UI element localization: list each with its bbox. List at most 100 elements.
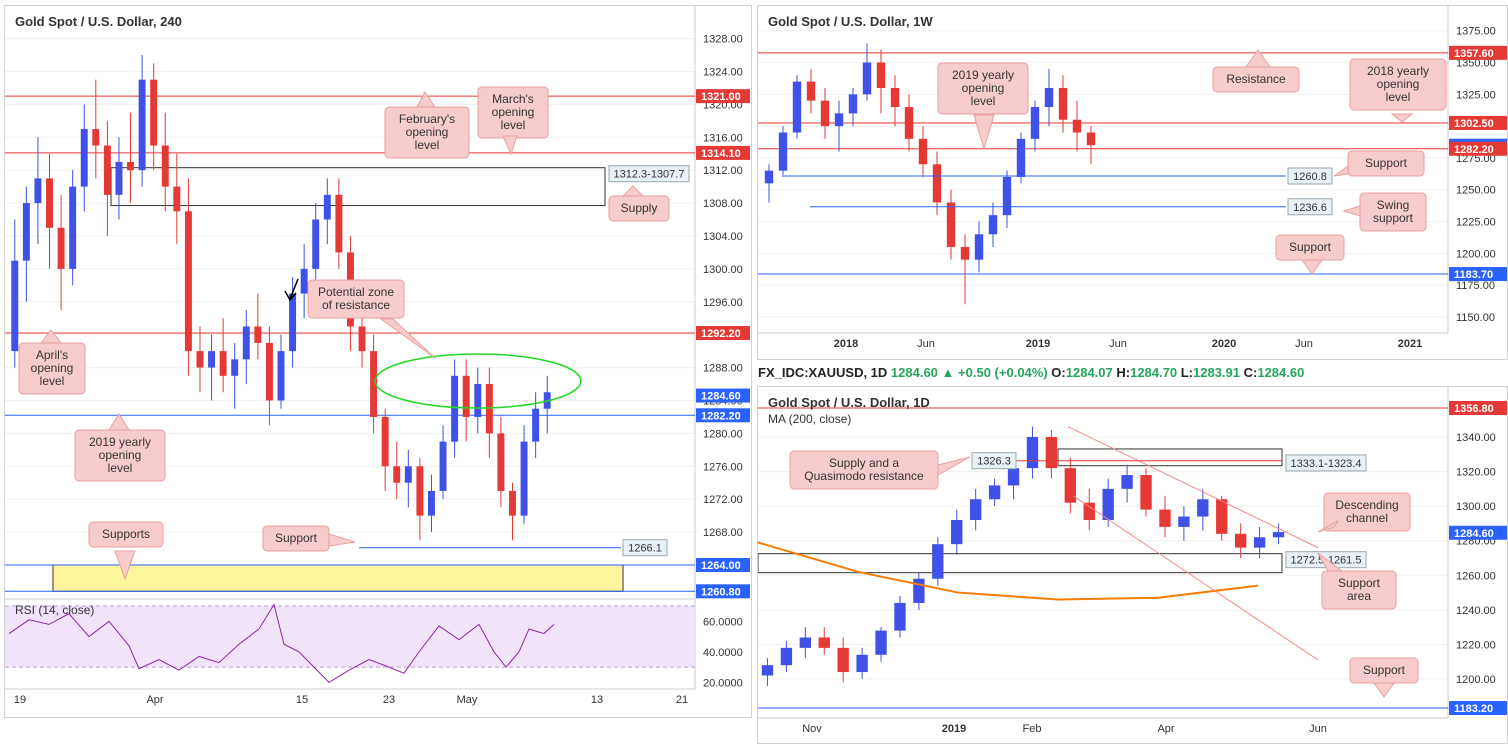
candle-body <box>932 164 942 203</box>
chart-subtitle: MA (200, close) <box>768 412 851 426</box>
candle-body <box>988 215 998 235</box>
price-tag-label: 1264.00 <box>701 560 741 572</box>
callout-support-low-pointer <box>1301 259 1323 275</box>
y-tick-label: 1340.00 <box>1456 432 1496 444</box>
callout-2018-text: level <box>1386 90 1411 104</box>
candle-body <box>890 87 900 108</box>
candle-body <box>451 375 459 442</box>
callout-resistance-text: Potential zone <box>318 285 394 299</box>
price-tag <box>696 557 750 572</box>
y-tick-label: 1296.00 <box>703 297 743 309</box>
chart-weekly[interactable]: 1150.00 1175.00 1200.00 1225.00 1250.00 1275.… <box>758 6 1507 359</box>
callout-february-text: opening <box>406 125 449 139</box>
price-tag <box>1449 525 1507 540</box>
candle-body <box>427 490 435 516</box>
rsi-tick-label: 60.0000 <box>703 616 743 628</box>
candle-body <box>904 107 914 139</box>
chart-weekly-panel: 1150.00 1175.00 1200.00 1225.00 1250.00 1275.… <box>757 5 1508 360</box>
candle-body <box>818 637 830 648</box>
chart-daily[interactable]: 1200.001220.001240.001260.001280.001300.… <box>758 387 1507 743</box>
y-tick-label: 1350.00 <box>1456 58 1496 70</box>
callout-support-pointer <box>1373 682 1395 698</box>
candle-body <box>219 351 227 376</box>
candle-body <box>862 62 872 95</box>
candle-body <box>806 81 816 101</box>
chart-240[interactable]: 1268.001272.001276.001280.001284.001288.… <box>5 6 751 717</box>
price-tag <box>1449 400 1507 415</box>
callout-yearly-text: 2019 yearly <box>952 68 1014 82</box>
level-label-box <box>1287 198 1333 216</box>
callout-march-text: March's <box>492 92 534 106</box>
candle-body <box>837 647 849 673</box>
y-tick-label: 1250.00 <box>1456 185 1496 197</box>
candle-body <box>876 62 886 88</box>
x-tick-label: Jun <box>1295 338 1313 350</box>
callout-yearly-text: level <box>108 461 133 475</box>
candle-body <box>11 260 19 352</box>
low-value: 1283.91 <box>1193 365 1240 380</box>
callout-channel-pointer <box>1317 520 1339 533</box>
candle-body <box>474 384 482 417</box>
callout-support-text: Support <box>275 531 318 545</box>
candle-body <box>834 113 844 127</box>
candle-body <box>761 665 774 676</box>
x-tick-label: Jun <box>917 338 935 350</box>
candle-body <box>820 100 830 127</box>
candle-body <box>161 145 169 187</box>
candle-body <box>1272 532 1285 538</box>
candle-body <box>22 203 30 261</box>
candle-body <box>764 170 774 184</box>
candle-body <box>520 441 528 516</box>
candle-body <box>1030 107 1040 139</box>
candle-body <box>150 79 158 146</box>
callout-supports-box <box>88 521 164 548</box>
callout-resistance-text: Resistance <box>1226 72 1286 86</box>
candle-body <box>46 178 53 228</box>
candle-body <box>277 351 285 401</box>
price-tag-label: 1282.20 <box>701 410 741 422</box>
level-label: 1236.6 <box>1293 202 1327 214</box>
candle-body <box>1253 537 1266 548</box>
chart-title: Gold Spot / U.S. Dollar, 1D <box>768 395 930 410</box>
callout-april-text: level <box>40 374 65 388</box>
level-label: 1326.3 <box>977 456 1011 468</box>
callout-supports-pointer <box>114 550 136 581</box>
y-tick-label: 1240.00 <box>1456 605 1496 617</box>
high-value: 1284.70 <box>1130 365 1178 380</box>
callout-support-text: Support <box>1365 156 1408 170</box>
y-tick-label: 1280.00 <box>703 428 743 440</box>
price-tag <box>696 89 750 104</box>
candle-body <box>393 466 401 483</box>
up-arrow-icon: ▲ <box>941 365 955 380</box>
y-tick-label: 1272.00 <box>703 494 743 506</box>
resistance-ellipse <box>374 353 582 409</box>
callout-swing-text: support <box>1373 211 1414 225</box>
candle-body <box>532 408 540 442</box>
candle-body <box>848 94 858 114</box>
callout-february-pointer <box>416 91 436 108</box>
callout-february-text: level <box>415 138 440 152</box>
x-tick-label: May <box>457 694 478 706</box>
callout-2018-text: 2018 yearly <box>1367 64 1429 78</box>
candle-body <box>138 79 146 171</box>
price-tag <box>1449 45 1507 60</box>
candle-body <box>462 375 470 417</box>
callout-resistance-box <box>307 279 405 319</box>
candle-body <box>932 544 944 579</box>
candle-body <box>1086 132 1096 146</box>
candle-body <box>103 145 111 195</box>
price-tag <box>696 388 750 403</box>
callout-support-area-text: area <box>1347 589 1371 603</box>
callout-support-area-pointer <box>1317 552 1344 572</box>
chart-title: Gold Spot / U.S. Dollar, 240 <box>15 14 182 29</box>
callout-supports-text: Supports <box>102 527 150 541</box>
candle-body <box>1216 499 1228 534</box>
level-label: 1266.1 <box>628 543 662 555</box>
zone-label-box <box>608 165 690 183</box>
callout-resistance-pointer <box>379 318 436 359</box>
candle-body <box>875 630 887 655</box>
y-tick-label: 1316.00 <box>703 132 743 144</box>
candle-body <box>1026 437 1039 469</box>
callout-2018-box <box>1349 58 1447 111</box>
candle-body <box>416 466 424 516</box>
